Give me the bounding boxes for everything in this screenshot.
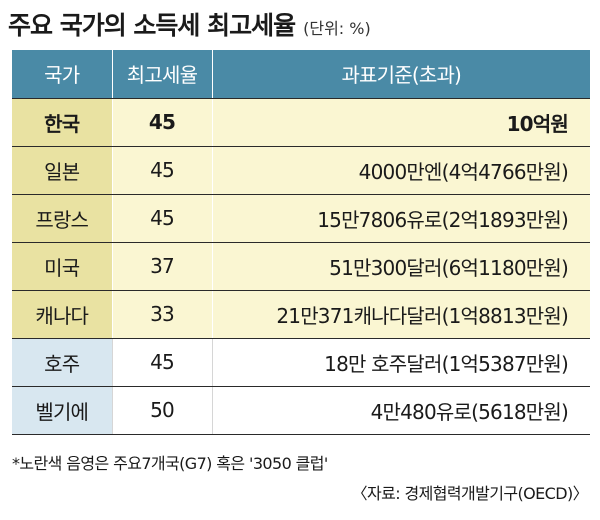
country-cell: 벨기에 <box>12 386 112 435</box>
rate-cell: 45 <box>111 194 212 243</box>
title-row: 주요 국가의 소득세 최고세율 (단위: %) <box>8 6 592 46</box>
rate-cell: 50 <box>111 386 212 435</box>
country-cell: 호주 <box>12 338 112 387</box>
column-header-rate: 최고세율 <box>111 50 212 99</box>
column-header-country: 국가 <box>12 50 112 99</box>
basis-cell: 51만300달러(6억1180만원) <box>211 242 590 291</box>
country-cell: 일본 <box>12 146 112 195</box>
table-row: 호주 45 18만 호주달러(1억5387만원) <box>12 338 590 387</box>
rate-cell: 37 <box>111 242 212 291</box>
basis-cell: 4만480유로(5618만원) <box>211 386 590 435</box>
table-row: 프랑스 45 15만7806유로(2억1893만원) <box>12 194 590 243</box>
country-cell: 프랑스 <box>12 194 112 243</box>
country-cell: 미국 <box>12 242 112 291</box>
country-cell: 캐나다 <box>12 290 112 339</box>
table-row: 미국 37 51만300달러(6억1180만원) <box>12 242 590 291</box>
source-credit: 〈자료: 경제협력개발기구(OECD)〉 <box>351 484 589 503</box>
page-title: 주요 국가의 소득세 최고세율 <box>8 11 296 40</box>
rate-cell: 33 <box>111 290 212 339</box>
basis-cell: 21만371캐나다달러(1억8813만원) <box>211 290 590 339</box>
table-header-row: 국가 최고세율 과표기준(초과) <box>12 50 590 99</box>
table-row: 한국 45 10억원 <box>12 98 590 147</box>
basis-cell: 10억원 <box>211 98 590 147</box>
rate-cell: 45 <box>111 338 212 387</box>
table-row: 일본 45 4000만엔(4억4766만원) <box>12 146 590 195</box>
table-row: 캐나다 33 21만371캐나다달러(1억8813만원) <box>12 290 590 339</box>
column-header-basis: 과표기준(초과) <box>211 50 590 99</box>
rate-cell: 45 <box>111 98 212 147</box>
basis-cell: 4000만엔(4억4766만원) <box>211 146 590 195</box>
unit-label: (단위: %) <box>303 19 371 38</box>
rate-cell: 45 <box>111 146 212 195</box>
tax-rate-table: 국가 최고세율 과표기준(초과) 한국 45 10억원 일본 45 4000만엔… <box>12 50 590 435</box>
table-row: 벨기에 50 4만480유로(5618만원) <box>12 386 590 435</box>
footnote: *노란색 음영은 주요7개국(G7) 혹은 '3050 클럽' <box>12 454 328 473</box>
country-cell: 한국 <box>12 98 112 147</box>
basis-cell: 15만7806유로(2억1893만원) <box>211 194 590 243</box>
basis-cell: 18만 호주달러(1억5387만원) <box>211 338 590 387</box>
